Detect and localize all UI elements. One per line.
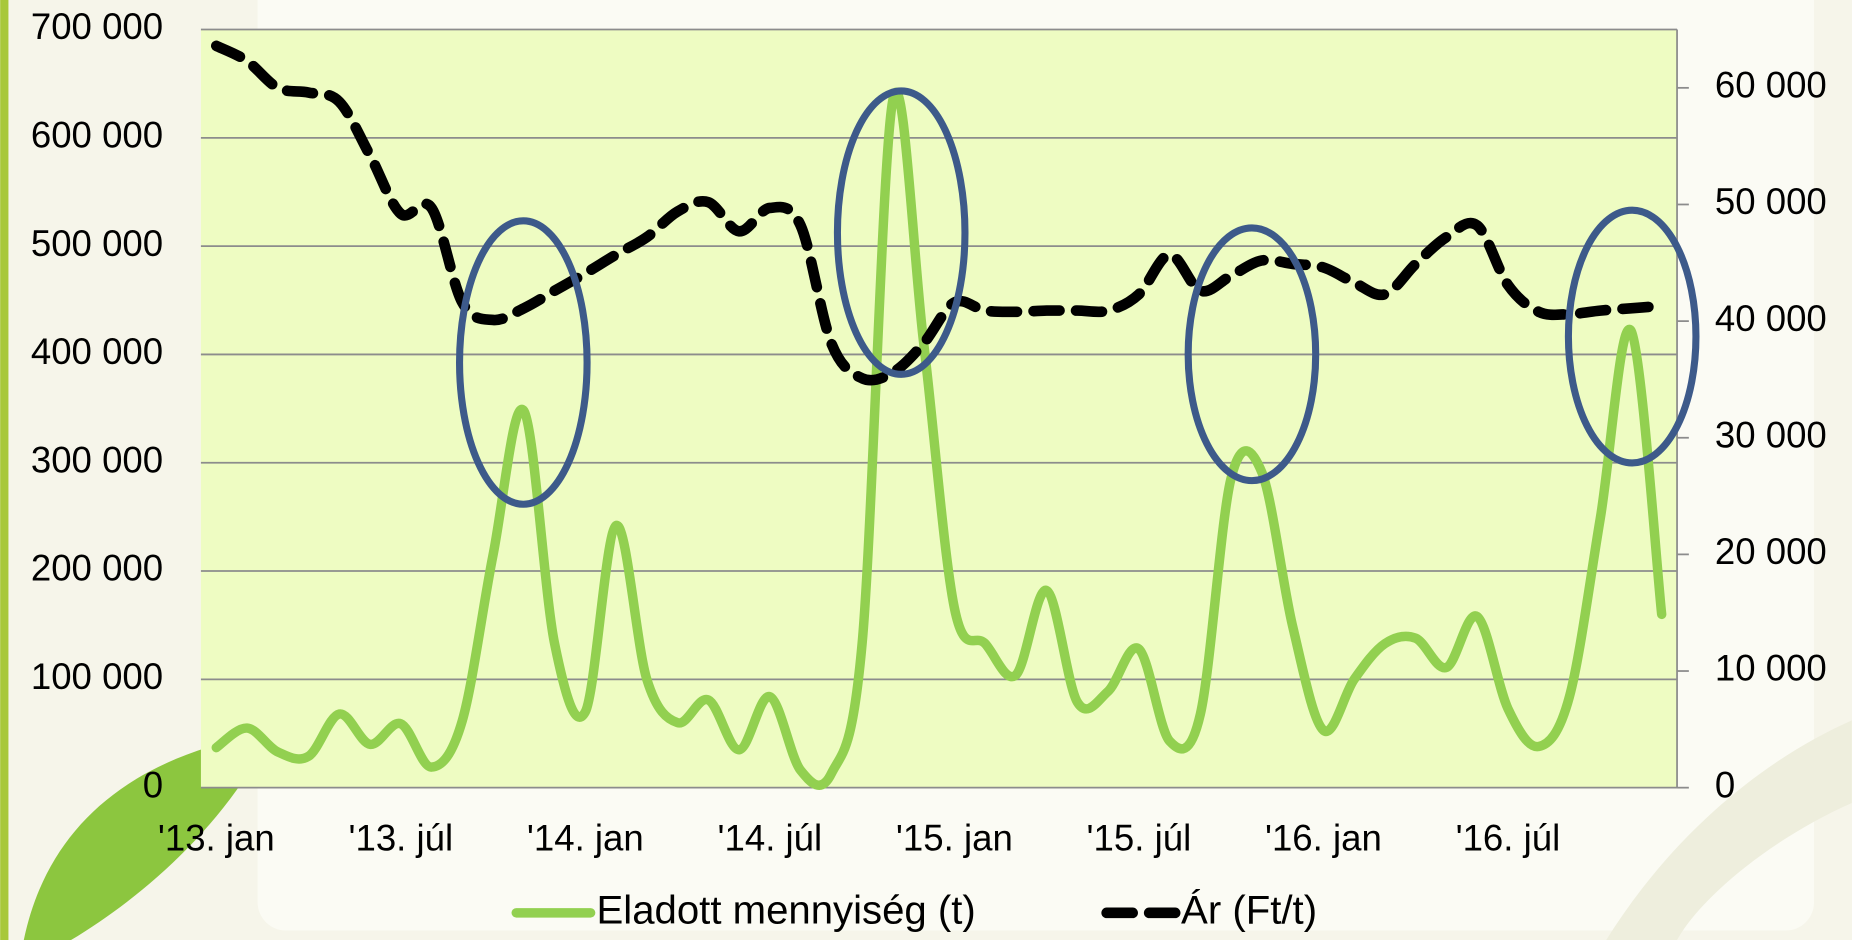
x-tick-label: '16. jan (1265, 817, 1382, 858)
y-tick-label: 100 000 (31, 656, 163, 697)
side-stripe (0, 0, 8, 940)
y-tick-label: 200 000 (31, 548, 163, 589)
y-tick-label: 600 000 (31, 115, 163, 156)
y2-tick-label: 20 000 (1715, 531, 1827, 572)
chart: 0 100 000 200 000 300 000 400 000 500 000 600 … (0, 0, 1852, 940)
x-tick-label: '13. jan (158, 817, 275, 858)
x-tick-label: '14. jan (527, 817, 644, 858)
y-tick-label: 300 000 (31, 439, 163, 480)
y2-tick-label: 50 000 (1715, 181, 1827, 222)
y2-tick-label: 30 000 (1715, 414, 1827, 455)
y-tick-label: 0 (143, 764, 163, 805)
x-tick-label: '15. júl (1087, 817, 1192, 858)
y2-tick-label: 60 000 (1715, 65, 1827, 106)
x-tick-label: '14. júl (718, 817, 823, 858)
y2-tick-label: 40 000 (1715, 298, 1827, 339)
x-tick-label: '16. júl (1456, 817, 1561, 858)
y-tick-label: 500 000 (31, 223, 163, 264)
x-tick-label: '13. júl (348, 817, 453, 858)
y2-tick-label: 0 (1715, 764, 1735, 805)
y2-tick-label: 10 000 (1715, 648, 1827, 689)
legend-label: Eladott mennyiség (t) (597, 887, 976, 932)
plot-area (201, 30, 1677, 788)
y-tick-label: 700 000 (31, 6, 163, 47)
y-tick-label: 400 000 (31, 331, 163, 372)
legend-label: Ár (Ft/t) (1181, 887, 1317, 932)
x-tick-label: '15. jan (896, 817, 1013, 858)
